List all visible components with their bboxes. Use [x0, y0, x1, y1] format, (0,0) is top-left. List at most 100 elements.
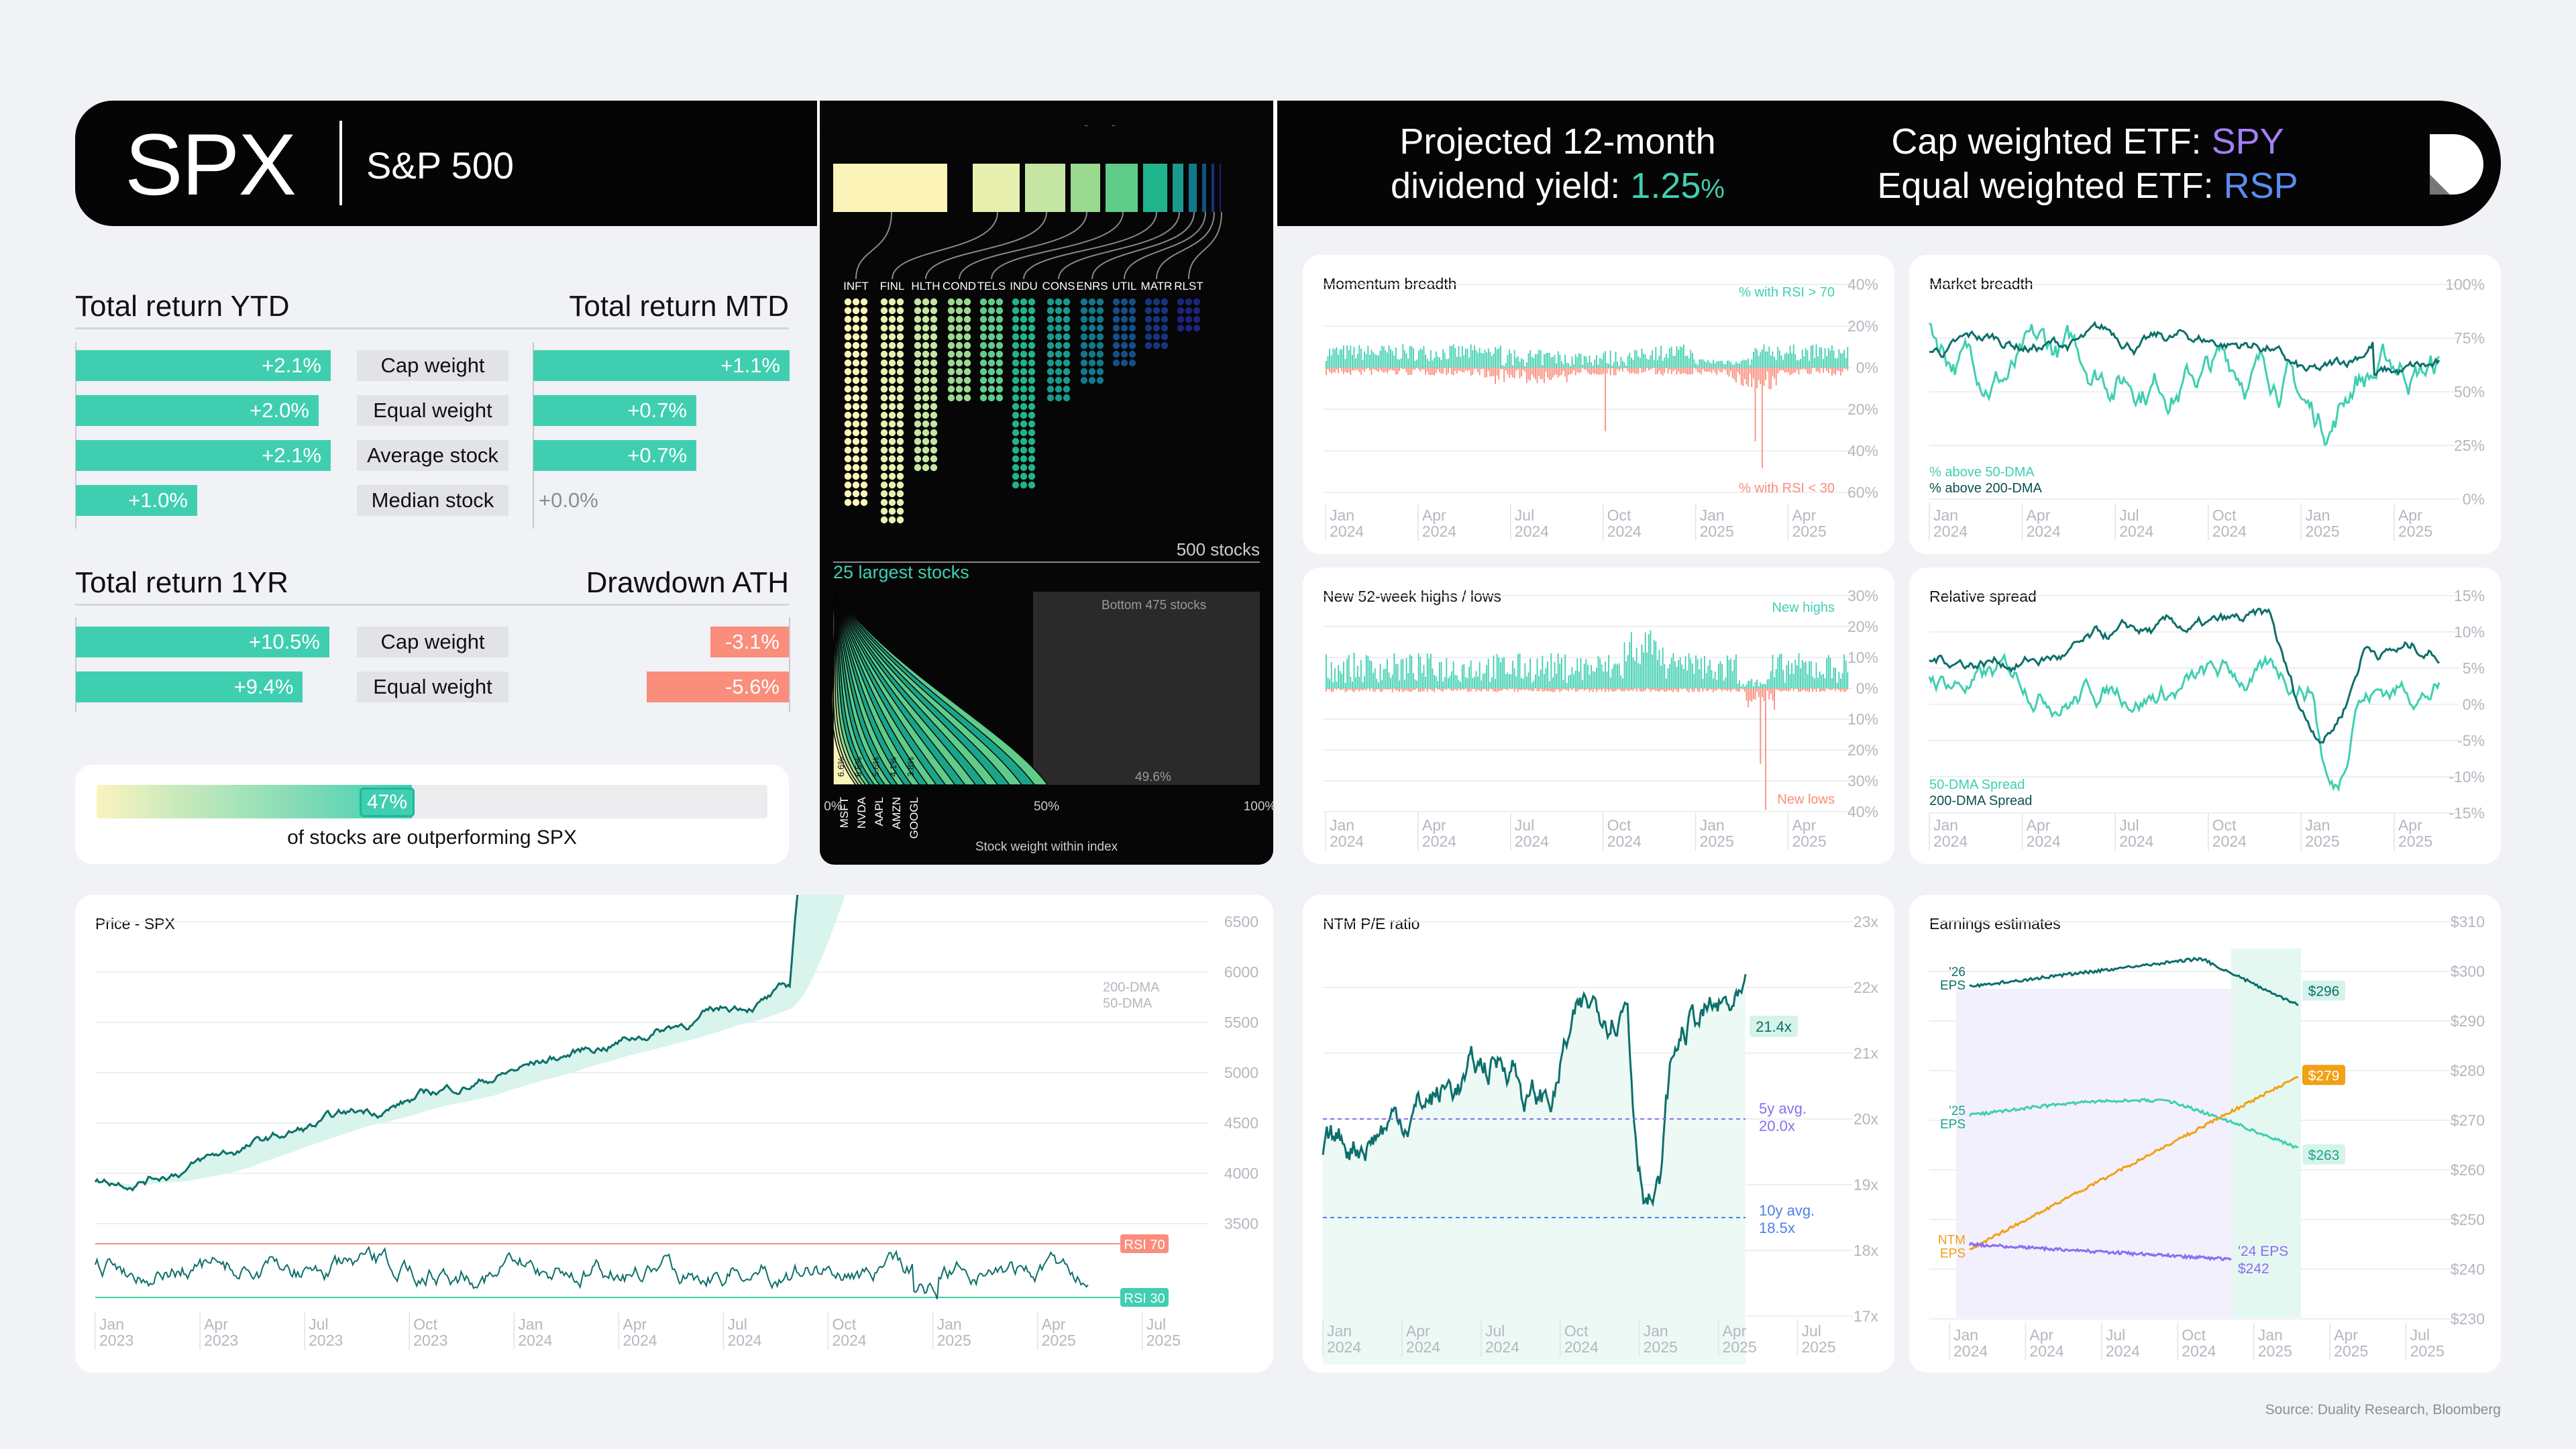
momentum-high-bar [1597, 364, 1599, 368]
new-low-bar [1667, 688, 1669, 690]
new-low-bar [1507, 688, 1509, 691]
new-low-bar [1503, 688, 1505, 689]
momentum-high-bar [1432, 360, 1434, 368]
momentum-high-bar [1503, 366, 1505, 368]
stock-dot [1020, 341, 1028, 350]
new-high-bar [1329, 679, 1330, 688]
new-high-bar [1762, 684, 1763, 688]
stock-dot [955, 324, 963, 332]
momentum-high-bar [1681, 347, 1683, 368]
stock-dot [1055, 315, 1063, 323]
stock-dot [860, 350, 868, 358]
momentum-high-bar [1634, 350, 1635, 368]
momentum-high-bar [1766, 351, 1768, 368]
stock-dot [914, 385, 922, 393]
momentum-low-bar [1397, 368, 1399, 374]
new-high-bar [1491, 677, 1493, 688]
momentum-low-bar [1751, 368, 1753, 387]
momentum-high-bar [1381, 345, 1383, 368]
momentum-low-bar [1550, 368, 1552, 380]
momentum-high-bar [1341, 349, 1343, 368]
eq-etf[interactable]: RSP [2223, 166, 2298, 206]
rsi-line [95, 1245, 1089, 1299]
stock-dot [922, 455, 930, 463]
momentum-low-bar [1387, 368, 1388, 374]
stock-dot [844, 315, 852, 323]
momentum-low-bar [1766, 368, 1768, 372]
momentum-high-bar [1693, 359, 1695, 368]
new-low-bar [1466, 688, 1468, 692]
new-high-bar [1367, 656, 1369, 688]
momentum-low-bar [1779, 368, 1780, 372]
stock-dot [1088, 376, 1096, 384]
stock-dot [860, 324, 868, 332]
stock-dot [987, 385, 996, 393]
new-high-bar [1727, 655, 1728, 688]
new-high-bar [1561, 657, 1562, 688]
momentum-low-bar [1364, 368, 1365, 372]
momentum-high-bar [1404, 350, 1405, 368]
new-high-bar [1411, 655, 1413, 688]
new-low-bar [1451, 688, 1452, 692]
stock-dot [1020, 464, 1028, 472]
momentum-low-bar [1695, 368, 1697, 370]
momentum-high-bar [1648, 360, 1650, 368]
x-tick-label: Oct [1607, 506, 1631, 524]
stock-dot [852, 464, 860, 472]
stock-dot [880, 420, 888, 428]
stock-dot [888, 402, 896, 411]
stock-dot [1152, 298, 1161, 306]
stock-dot [963, 350, 971, 358]
stock-dot [1161, 324, 1169, 332]
x-tick-label: 2024 [833, 1332, 867, 1349]
series-200dma-spread [1929, 608, 2440, 744]
drawdown-bar: -3.1% [710, 627, 789, 657]
new-low-bar [1681, 688, 1683, 690]
momentum-low-bar [1510, 368, 1512, 376]
momentum-low-bar [1425, 368, 1426, 375]
x-tick-label: Jul [1146, 1316, 1166, 1333]
new-high-bar [1704, 655, 1705, 688]
new-low-bar [1574, 688, 1576, 692]
stock-dot [1046, 368, 1055, 376]
momentum-high-bar [1754, 347, 1756, 368]
y-tick-label: 50% [2454, 383, 2485, 400]
stock-dot [844, 429, 852, 437]
top-stock-pct: 3.8% [906, 757, 916, 777]
momentum-low-bar [1507, 368, 1509, 374]
momentum-high-bar [1582, 364, 1583, 368]
new-high-bar [1662, 647, 1664, 688]
stock-dot [914, 315, 922, 323]
stock-dot [1012, 333, 1020, 341]
momentum-high-bar [1653, 360, 1655, 368]
momentum-high-bar [1697, 364, 1699, 368]
momentum-low-bar [1481, 368, 1483, 370]
new-low-bar [1731, 688, 1733, 690]
momentum-high-bar [1390, 349, 1391, 368]
momentum-high-bar [1446, 359, 1448, 368]
stock-dot [880, 490, 888, 498]
new-low-bar [1434, 688, 1435, 692]
x-tick-label: Oct [2182, 1326, 2206, 1344]
momentum-high-bar [1509, 350, 1510, 368]
stock-dot [1096, 333, 1104, 341]
new-low-bar [1841, 688, 1843, 691]
stock-dot [1020, 350, 1028, 358]
new-low-bar [1465, 688, 1466, 689]
stock-dot [1185, 298, 1193, 306]
new-high-bar [1819, 671, 1821, 688]
stock-dot [1028, 481, 1036, 489]
momentum-low-bar [1829, 368, 1831, 369]
momentum-high-bar [1434, 358, 1435, 368]
momentum-low-bar [1327, 368, 1329, 370]
momentum-low-bar [1383, 368, 1385, 373]
cap-etf[interactable]: SPY [2211, 121, 2284, 162]
new-high-bar [1748, 680, 1749, 688]
row-label: Average stock [357, 440, 508, 471]
momentum-low-bar [1731, 368, 1733, 378]
stock-dot [844, 333, 852, 341]
new-high-bar [1695, 655, 1697, 688]
momentum-low-bar [1664, 368, 1666, 373]
x-tick-label: Apr [623, 1316, 647, 1333]
x-tick-label: 2025 [1042, 1332, 1076, 1349]
